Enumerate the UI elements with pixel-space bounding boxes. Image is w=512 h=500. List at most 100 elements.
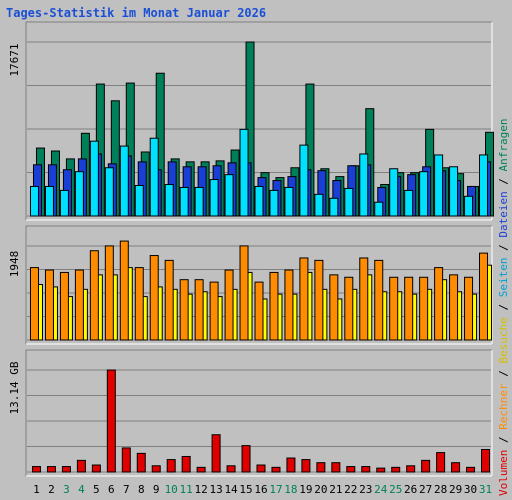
x-tick-label: 2 [48,483,55,496]
bottom-panel-frame [25,349,493,477]
x-tick-label: 4 [78,483,85,496]
top-panel-bar-seiten-day-29 [449,166,459,217]
top-panel-bar-seiten-day-8 [134,184,144,217]
middle-panel-bar-rechner-day-2 [44,269,54,341]
top-panel-bar-seiten-day-25 [389,168,399,217]
top-panel-bar-seiten-day-12 [194,186,204,217]
bottom-panel-bar-volumen-day-20 [316,462,326,473]
bottom-panel-bar-volumen-day-18 [286,457,296,473]
legend-item-rechner: Rechner [497,383,510,430]
middle-panel-bar-rechner-day-15 [239,245,249,341]
middle-panel: 1948 [8,225,493,345]
bottom-panel-bar-volumen-day-14 [226,465,236,473]
x-tick-label: 24 [374,483,388,496]
top-panel-bar-seiten-day-3 [59,189,69,217]
x-tick-label: 18 [284,483,297,496]
x-tick-label: 19 [299,483,312,496]
bottom-panel-bar-volumen-day-16 [256,464,266,473]
middle-panel-bar-rechner-day-3 [59,271,69,341]
middle-panel-bar-rechner-day-12 [194,279,204,341]
top-panel-bar-seiten-day-10 [164,183,174,217]
x-tick-label: 9 [153,483,160,496]
legend-item-anfragen: Anfragen [497,118,510,171]
top-panel-bar-seiten-day-20 [314,193,324,217]
bottom-panel-bar-volumen-day-28 [436,452,446,473]
middle-panel-bar-rechner-day-7 [119,240,129,341]
x-tick-label: 21 [329,483,342,496]
bottom-panel-bar-volumen-day-11 [181,455,191,473]
x-tick-label: 13 [209,483,222,496]
bottom-panel-bar-volumen-day-9 [151,465,161,473]
x-tick-label: 20 [314,483,327,496]
x-tick-label: 27 [419,483,432,496]
legend-item-besuche: Besuche [497,317,510,363]
bottom-panel: 13.14 GB [8,349,493,477]
middle-panel-bar-rechner-day-11 [179,279,189,341]
top-panel-bar-seiten-day-5 [89,140,99,217]
top-panel-bar-seiten-day-9 [149,137,159,217]
bottom-panel-bar-volumen-day-26 [406,465,416,473]
middle-panel-bar-rechner-day-14 [224,269,234,341]
middle-panel-bar-rechner-day-17 [269,271,279,341]
bottom-panel-bar-volumen-day-15 [241,445,251,473]
legend-item-seiten: Seiten [497,258,510,298]
bottom-panel-bar-volumen-day-25 [391,466,401,473]
top-panel-bar-seiten-day-4 [74,171,84,217]
x-tick-label: 11 [180,483,193,496]
middle-panel-bar-rechner-day-13 [209,281,219,341]
legend-separator: / [497,238,510,258]
bottom-panel-bar-volumen-day-29 [451,462,461,473]
middle-panel-bar-rechner-day-5 [89,250,99,341]
x-tick-label: 3 [63,483,70,496]
x-tick-label: 12 [195,483,208,496]
top-panel-bar-seiten-day-18 [284,186,294,217]
bottom-panel-bar-volumen-day-2 [46,466,56,473]
middle-panel-bar-rechner-day-6 [104,245,114,341]
middle-panel-bar-rechner-day-22 [344,276,354,341]
middle-panel-bar-rechner-day-29 [449,274,459,341]
x-tick-label: 7 [123,483,130,496]
top-panel-bar-seiten-day-13 [209,179,219,217]
x-tick-label: 8 [138,483,145,496]
bottom-panel-bar-volumen-day-21 [331,462,341,473]
middle-panel-bar-rechner-day-21 [329,274,339,341]
legend-item-volumen: Volumen [497,450,510,496]
middle-panel-bar-rechner-day-8 [134,267,144,341]
legend: Volumen / Rechner / Besuche / Seiten / D… [497,118,510,496]
bottom-panel-bar-volumen-day-7 [121,447,131,473]
top-panel-ymax-label: 17671 [8,43,21,76]
x-tick-label: 5 [93,483,100,496]
top-panel-bar-seiten-day-22 [344,187,354,217]
top-panel-bar-seiten-day-15 [239,128,249,217]
x-tick-label: 17 [269,483,282,496]
middle-panel-bar-rechner-day-25 [389,276,399,341]
top-panel-bar-seiten-day-26 [404,189,414,217]
x-tick-label: 16 [254,483,267,496]
x-tick-label: 10 [165,483,178,496]
bottom-panel-bar-volumen-day-1 [31,466,41,473]
middle-panel-bar-rechner-day-10 [164,259,174,341]
legend-item-dateien: Dateien [497,191,510,237]
top-panel-bar-seiten-day-1 [29,185,39,217]
bottom-panel-ymax-label: 13.14 GB [8,361,21,414]
bottom-panel-bar-volumen-day-13 [211,434,221,473]
bottom-panel-bar-volumen-day-23 [361,466,371,473]
bottom-panel-bar-volumen-day-8 [136,452,146,473]
middle-panel-bar-rechner-day-18 [284,269,294,341]
legend-separator: / [497,430,510,450]
top-panel-bar-seiten-day-19 [299,144,309,217]
top-panel-bar-seiten-day-6 [104,167,114,217]
top-panel-bar-seiten-day-14 [224,174,234,217]
chart-title: Tages-Statistik im Monat Januar 2026 [6,6,266,20]
middle-panel-bar-rechner-day-26 [404,276,414,341]
bottom-panel-bar-volumen-day-22 [346,466,356,473]
bottom-panel-bar-volumen-day-24 [376,467,386,473]
top-panel-bar-seiten-day-27 [419,171,429,217]
middle-panel-bar-rechner-day-28 [434,267,444,341]
x-tick-label: 31 [479,483,492,496]
x-tick-label: 15 [239,483,252,496]
x-tick-label: 26 [404,483,417,496]
x-tick-label: 1 [33,483,40,496]
bottom-panel-bar-volumen-day-5 [91,464,101,473]
top-panel-bar-seiten-day-16 [254,185,264,217]
